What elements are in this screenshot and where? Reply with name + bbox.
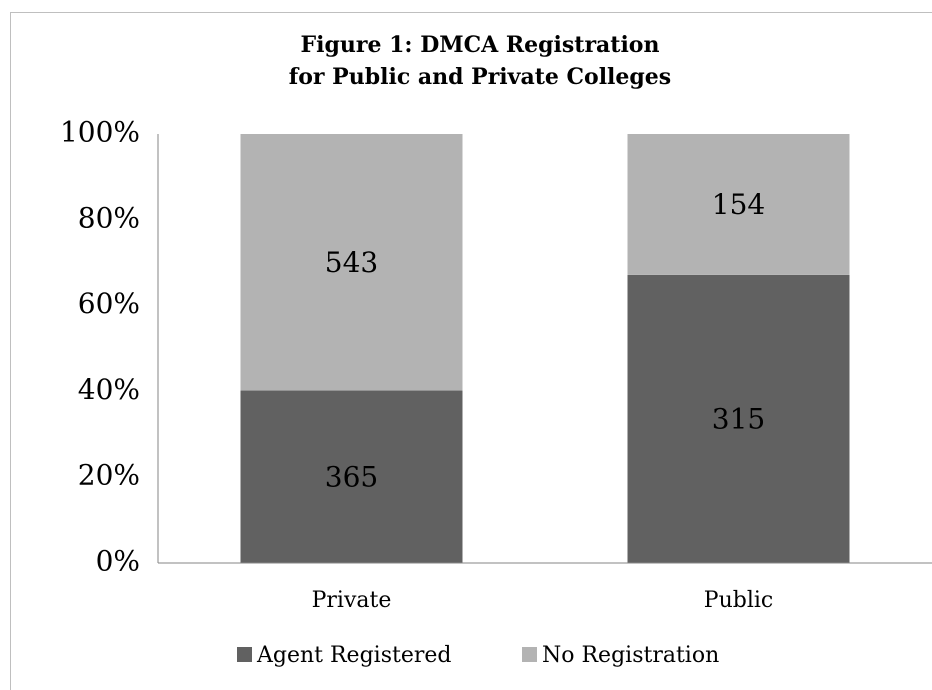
legend-swatch <box>237 647 252 662</box>
y-tick-label: 40% <box>78 373 140 406</box>
bar-segment <box>240 390 463 563</box>
data-label: 154 <box>712 188 765 221</box>
chart-title: Figure 1: DMCA Registration <box>301 32 660 58</box>
data-label: 543 <box>325 246 378 279</box>
data-label: 365 <box>325 460 378 493</box>
x-tick-label: Private <box>312 588 392 613</box>
y-tick-label: 60% <box>78 287 140 320</box>
legend-label: No Registration <box>542 643 719 668</box>
x-tick-label: Public <box>704 588 773 613</box>
data-label: 315 <box>712 402 765 435</box>
legend-label: Agent Registered <box>256 643 451 668</box>
y-tick-label: 0% <box>96 545 140 578</box>
chart-title: for Public and Private Colleges <box>289 64 671 90</box>
y-tick-label: 20% <box>78 459 140 492</box>
y-tick-label: 100% <box>60 116 140 149</box>
bar-segment <box>240 134 463 391</box>
bar-segment <box>627 274 850 563</box>
legend-swatch <box>522 647 537 662</box>
y-tick-label: 80% <box>78 201 140 234</box>
bar-segment <box>627 134 850 275</box>
